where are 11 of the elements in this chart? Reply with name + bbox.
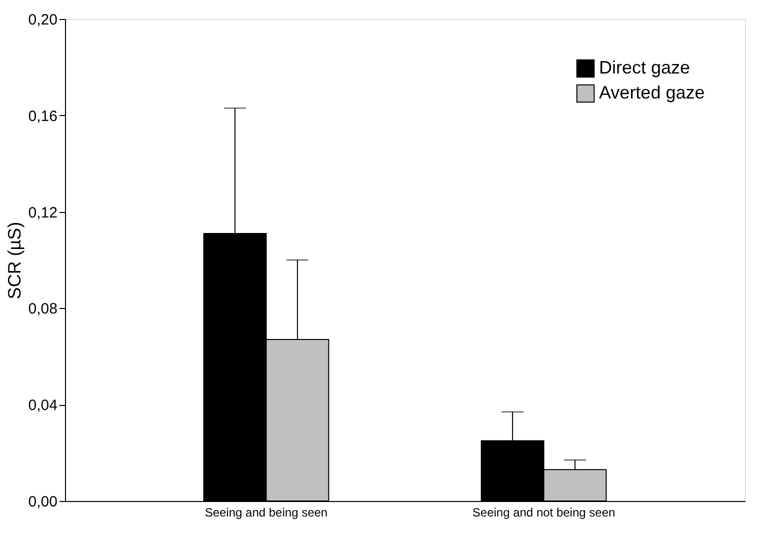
x-tick-label: Seeing and being seen bbox=[204, 506, 328, 520]
y-axis-title: SCR (µS) bbox=[4, 222, 24, 300]
y-tick-label: 0,00 bbox=[28, 494, 58, 510]
y-tick-label: 0,12 bbox=[28, 204, 58, 222]
legend-label: Averted gaze bbox=[599, 82, 705, 102]
y-tick-label: 0,16 bbox=[28, 108, 58, 125]
y-tick-label: 0,20 bbox=[28, 12, 58, 28]
y-tick-label: 0,08 bbox=[28, 300, 58, 318]
y-tick-label: 0,04 bbox=[28, 397, 58, 414]
legend-label: Direct gaze bbox=[599, 58, 690, 78]
x-tick-label: Seeing and not being seen bbox=[472, 506, 616, 520]
